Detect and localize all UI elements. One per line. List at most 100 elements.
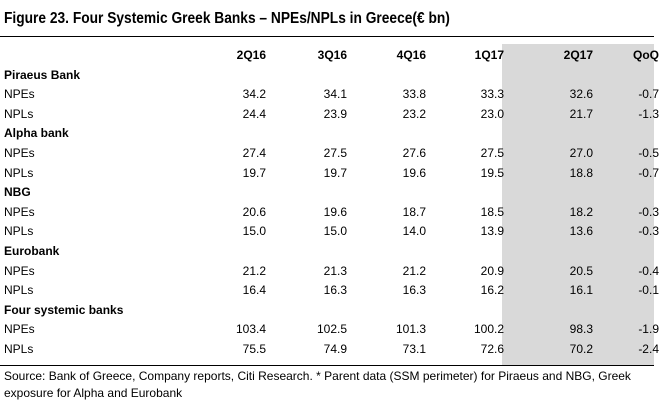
row-label: NPEs (4, 204, 35, 219)
value-cell: -0.1 (638, 283, 659, 298)
group-row: Piraeus Bank (0, 66, 659, 86)
value-cell: 13.6 (569, 224, 593, 239)
value-cell: 23.9 (323, 106, 347, 121)
value-cell: 23.2 (402, 106, 426, 121)
group-row: Alpha bank (0, 124, 659, 144)
value-cell: 18.8 (569, 165, 593, 180)
value-cell: -0.3 (638, 204, 659, 219)
header-label-cell (0, 46, 190, 66)
value-cell: 32.6 (569, 87, 593, 102)
row-label: NPLs (4, 283, 34, 298)
column-header: QoQ (633, 48, 659, 62)
value-cell: -1.3 (638, 106, 659, 121)
value-cell: 20.5 (569, 263, 593, 278)
value-cell: 101.3 (395, 322, 426, 337)
value-cell: 16.3 (323, 283, 347, 298)
value-cell: 100.2 (473, 322, 504, 337)
column-header: 2Q17 (563, 48, 593, 62)
column-header: 4Q16 (396, 48, 426, 62)
group-name: Four systemic banks (4, 302, 124, 317)
group-row: Eurobank (0, 242, 659, 262)
value-cell: 34.1 (323, 87, 347, 102)
value-cell: 19.7 (323, 165, 347, 180)
row-label: NPLs (4, 165, 34, 180)
value-cell: -2.4 (638, 341, 659, 356)
column-header: 1Q17 (474, 48, 504, 62)
value-cell: 15.0 (242, 224, 266, 239)
row-label: NPLs (4, 341, 34, 356)
group-name: Eurobank (4, 243, 60, 258)
bottom-rule (0, 365, 654, 366)
group-name: Alpha bank (4, 126, 69, 141)
group-name: Piraeus Bank (4, 67, 81, 82)
value-cell: 73.1 (402, 341, 426, 356)
table-row: NPEs 34.2 34.1 33.8 33.3 32.6 -0.7 (0, 85, 659, 105)
value-cell: 18.2 (569, 204, 593, 219)
value-cell: 16.4 (242, 283, 266, 298)
value-cell: 16.2 (480, 283, 504, 298)
table-row: NPLs 19.7 19.7 19.6 19.5 18.8 -0.7 (0, 164, 659, 184)
value-cell: -0.5 (638, 145, 659, 160)
value-cell: 13.9 (480, 224, 504, 239)
group-name: NBG (4, 185, 31, 200)
highlight-column-shade (502, 44, 654, 365)
row-label: NPLs (4, 106, 34, 121)
value-cell: 24.4 (242, 106, 266, 121)
value-cell: 16.1 (569, 283, 593, 298)
value-cell: -0.4 (638, 263, 659, 278)
value-cell: -0.3 (638, 224, 659, 239)
value-cell: 18.5 (480, 204, 504, 219)
value-cell: 98.3 (569, 322, 593, 337)
value-cell: 21.3 (323, 263, 347, 278)
column-header: 2Q16 (236, 48, 266, 62)
value-cell: 33.8 (402, 87, 426, 102)
table-row: NPEs 20.6 19.6 18.7 18.5 18.2 -0.3 (0, 203, 659, 223)
value-cell: 27.0 (569, 145, 593, 160)
value-cell: 72.6 (480, 341, 504, 356)
value-cell: 15.0 (323, 224, 347, 239)
value-cell: 16.3 (402, 283, 426, 298)
group-row: NBG (0, 183, 659, 203)
table-row: NPEs 27.4 27.5 27.6 27.5 27.0 -0.5 (0, 144, 659, 164)
header-row: 2Q16 3Q16 4Q16 1Q17 2Q17 QoQ (0, 46, 659, 66)
value-cell: 27.4 (242, 145, 266, 160)
value-cell: -1.9 (638, 322, 659, 337)
value-cell: 74.9 (323, 341, 347, 356)
value-cell: 70.2 (569, 341, 593, 356)
row-label: NPEs (4, 145, 35, 160)
value-cell: 23.0 (480, 106, 504, 121)
row-label: NPLs (4, 224, 34, 239)
value-cell: 103.4 (235, 322, 266, 337)
value-cell: 27.6 (402, 145, 426, 160)
table-row: NPLs 24.4 23.9 23.2 23.0 21.7 -1.3 (0, 105, 659, 125)
table-row: NPEs 103.4 102.5 101.3 100.2 98.3 -1.9 (0, 320, 659, 340)
row-label: NPEs (4, 87, 35, 102)
value-cell: 20.9 (480, 263, 504, 278)
value-cell: 27.5 (323, 145, 347, 160)
value-cell: 21.7 (569, 106, 593, 121)
value-cell: 19.6 (323, 204, 347, 219)
value-cell: 19.6 (402, 165, 426, 180)
value-cell: 14.0 (402, 224, 426, 239)
group-row: Four systemic banks (0, 301, 659, 321)
row-label: NPEs (4, 322, 35, 337)
table-row: NPEs 21.2 21.3 21.2 20.9 20.5 -0.4 (0, 262, 659, 282)
table-body: Piraeus Bank NPEs 34.2 34.1 33.8 33.3 32.6 -0.7… (0, 66, 659, 360)
value-cell: 102.5 (316, 322, 347, 337)
value-cell: 75.5 (242, 341, 266, 356)
figure-title: Figure 23. Four Systemic Greek Banks – N… (4, 10, 450, 27)
value-cell: 33.3 (480, 87, 504, 102)
value-cell: -0.7 (638, 165, 659, 180)
value-cell: 21.2 (402, 263, 426, 278)
source-note: Source: Bank of Greece, Company reports,… (4, 369, 631, 400)
value-cell: 19.7 (242, 165, 266, 180)
value-cell: 34.2 (242, 87, 266, 102)
npe-npl-table: 2Q16 3Q16 4Q16 1Q17 2Q17 QoQ Piraeus Ban… (0, 46, 659, 360)
value-cell: -0.7 (638, 87, 659, 102)
value-cell: 19.5 (480, 165, 504, 180)
value-cell: 21.2 (242, 263, 266, 278)
value-cell: 20.6 (242, 204, 266, 219)
row-label: NPEs (4, 263, 35, 278)
column-header: 3Q16 (317, 48, 347, 62)
table-row: NPLs 15.0 15.0 14.0 13.9 13.6 -0.3 (0, 222, 659, 242)
